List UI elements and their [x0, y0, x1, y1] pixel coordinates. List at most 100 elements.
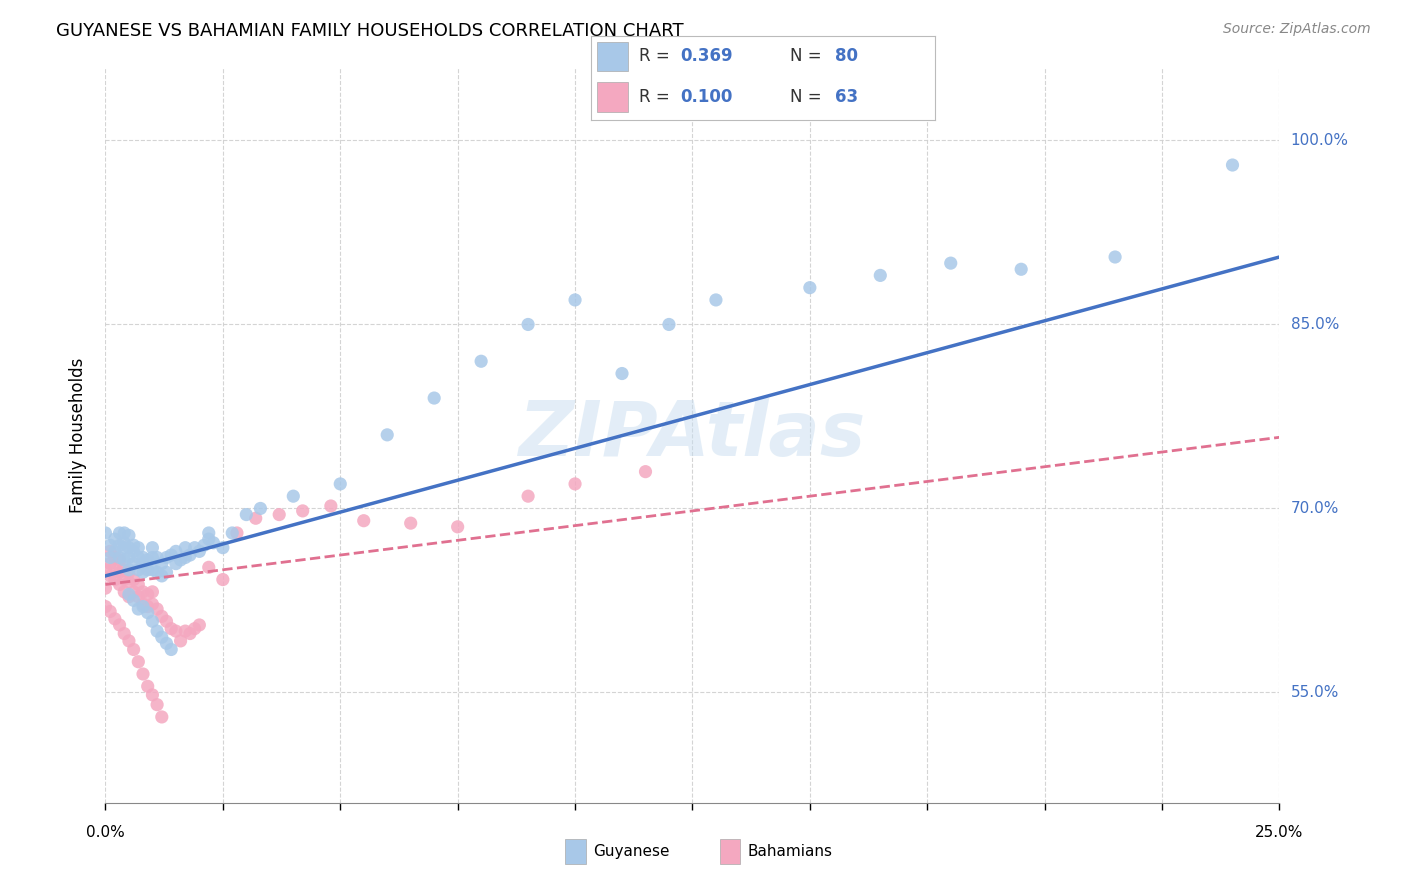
Point: [160, 622, 183, 636]
Point: [112, 535, 135, 549]
Point: [634, 465, 657, 479]
Point: [211, 573, 233, 587]
Point: [127, 655, 149, 669]
Text: 0.369: 0.369: [681, 47, 733, 65]
Bar: [720, 839, 741, 864]
Point: [146, 550, 169, 565]
Point: [108, 553, 131, 567]
Point: [202, 535, 225, 549]
Point: [127, 590, 149, 604]
Point: [150, 557, 173, 571]
Point: [221, 525, 243, 540]
Point: [132, 550, 155, 565]
Point: [94, 525, 117, 540]
Point: [112, 553, 135, 567]
Point: [132, 566, 155, 580]
Point: [104, 550, 127, 565]
Text: Guyanese: Guyanese: [593, 845, 669, 859]
Point: [174, 550, 197, 565]
Point: [136, 587, 159, 601]
Point: [132, 667, 155, 681]
Text: 0.100: 0.100: [681, 87, 733, 105]
Point: [98, 538, 121, 552]
Point: [104, 544, 127, 558]
Point: [136, 606, 159, 620]
Point: [118, 550, 141, 565]
Bar: [565, 839, 586, 864]
Point: [183, 541, 205, 555]
Point: [118, 563, 141, 577]
Text: R =: R =: [638, 47, 675, 65]
Point: [1292, 133, 1315, 147]
Point: [610, 367, 633, 381]
Point: [375, 427, 398, 442]
Point: [141, 563, 163, 577]
Point: [132, 585, 155, 599]
Point: [939, 256, 962, 270]
Text: 85.0%: 85.0%: [1291, 317, 1339, 332]
Point: [108, 538, 131, 552]
Point: [136, 679, 159, 693]
Point: [150, 569, 173, 583]
Point: [245, 511, 267, 525]
Point: [799, 281, 821, 295]
Point: [169, 553, 191, 567]
Point: [122, 557, 145, 571]
Point: [249, 501, 271, 516]
Y-axis label: Family Households: Family Households: [69, 357, 87, 513]
Point: [104, 573, 127, 587]
Point: [869, 268, 891, 283]
Point: [1010, 262, 1032, 277]
Point: [132, 597, 155, 611]
Text: GUYANESE VS BAHAMIAN FAMILY HOUSEHOLDS CORRELATION CHART: GUYANESE VS BAHAMIAN FAMILY HOUSEHOLDS C…: [56, 22, 683, 40]
Point: [112, 626, 135, 640]
Point: [141, 585, 163, 599]
Point: [564, 293, 586, 307]
Text: 63: 63: [835, 87, 858, 105]
Point: [127, 541, 149, 555]
Point: [112, 563, 135, 577]
Point: [165, 557, 187, 571]
Point: [127, 550, 149, 565]
Point: [98, 557, 121, 571]
Point: [291, 504, 314, 518]
Point: [132, 557, 155, 571]
Point: [127, 577, 149, 591]
Point: [108, 566, 131, 580]
Point: [136, 553, 159, 567]
Text: 80: 80: [835, 47, 858, 65]
Point: [1222, 158, 1244, 172]
Point: [141, 550, 163, 565]
Point: [235, 508, 257, 522]
Text: 70.0%: 70.0%: [1291, 501, 1339, 516]
Point: [155, 550, 177, 565]
Point: [517, 489, 540, 503]
Point: [108, 550, 131, 565]
Point: [197, 525, 219, 540]
Point: [517, 318, 540, 332]
Point: [98, 550, 121, 565]
Point: [141, 597, 163, 611]
Point: [704, 293, 727, 307]
Point: [1104, 250, 1126, 264]
Point: [329, 476, 352, 491]
Point: [179, 548, 201, 562]
Point: [141, 688, 163, 702]
Point: [446, 520, 468, 534]
Point: [155, 636, 177, 650]
Point: [319, 499, 342, 513]
Point: [94, 581, 117, 595]
Text: R =: R =: [638, 87, 675, 105]
Point: [122, 538, 145, 552]
Point: [150, 609, 173, 624]
Point: [197, 532, 219, 546]
Point: [211, 541, 233, 555]
Point: [160, 642, 183, 657]
Point: [470, 354, 492, 368]
Point: [112, 573, 135, 587]
Point: [118, 541, 141, 555]
Text: N =: N =: [790, 87, 827, 105]
Point: [118, 633, 141, 648]
Point: [108, 618, 131, 632]
Point: [118, 574, 141, 589]
